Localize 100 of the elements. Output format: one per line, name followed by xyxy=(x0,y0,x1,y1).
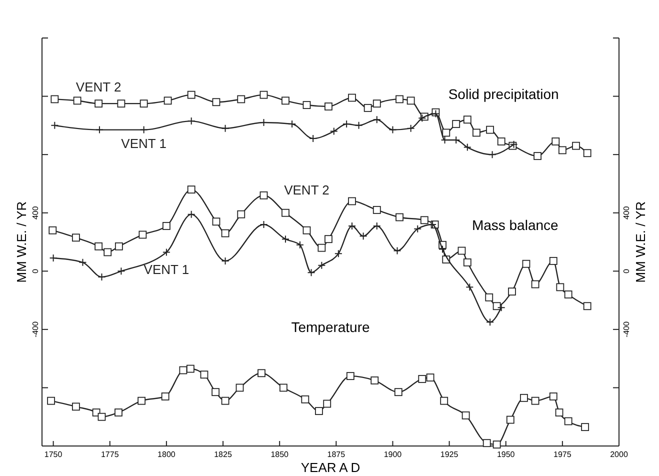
point xyxy=(555,408,564,416)
series-label: VENT 2 xyxy=(284,182,330,198)
point xyxy=(50,95,59,104)
point xyxy=(212,218,220,226)
point xyxy=(323,400,332,408)
annotation: Solid precipitation xyxy=(448,86,559,102)
annotation: Mass balance xyxy=(472,216,559,233)
point xyxy=(140,100,148,108)
point xyxy=(330,127,338,136)
point xyxy=(260,191,268,200)
point xyxy=(72,234,80,242)
point xyxy=(237,95,246,104)
point xyxy=(258,369,266,378)
point xyxy=(302,226,311,234)
point xyxy=(396,95,404,104)
point xyxy=(558,146,566,154)
point xyxy=(95,126,104,134)
point xyxy=(117,100,126,108)
point xyxy=(50,121,59,130)
point xyxy=(324,235,332,244)
point xyxy=(549,256,558,265)
point xyxy=(114,242,123,250)
series-label: VENT 1 xyxy=(144,262,190,278)
point xyxy=(94,242,103,250)
point xyxy=(442,128,450,137)
series-label: VENT 2 xyxy=(76,80,122,95)
point xyxy=(564,290,572,298)
point xyxy=(348,222,356,230)
y-axis-title: MM W.E. / YR xyxy=(14,201,29,283)
point xyxy=(520,394,528,402)
x-tick-label: 1875 xyxy=(327,450,346,459)
y2-tick-label: -400 xyxy=(622,320,631,338)
point xyxy=(463,258,472,266)
point xyxy=(138,396,146,405)
series-label: VENT 1 xyxy=(121,136,166,151)
point xyxy=(472,128,480,137)
point xyxy=(164,96,172,105)
point xyxy=(162,248,170,256)
point xyxy=(466,283,474,292)
point xyxy=(162,222,170,230)
point xyxy=(140,126,148,134)
point xyxy=(452,120,460,128)
point xyxy=(418,375,426,383)
point xyxy=(187,186,196,194)
point xyxy=(394,388,402,396)
point xyxy=(47,396,55,405)
point xyxy=(260,90,268,99)
point xyxy=(72,402,80,411)
point xyxy=(420,216,428,224)
point xyxy=(488,150,496,159)
point xyxy=(370,376,379,384)
point xyxy=(212,388,220,396)
point xyxy=(318,244,326,252)
point xyxy=(138,230,147,239)
point xyxy=(440,396,448,405)
point xyxy=(301,395,310,404)
point xyxy=(114,408,122,416)
point xyxy=(508,288,516,296)
point xyxy=(179,366,188,374)
point xyxy=(73,96,82,105)
point xyxy=(572,142,580,150)
point xyxy=(221,124,230,132)
point xyxy=(48,226,57,234)
y2-axis-title: MM W.E. / YR xyxy=(633,201,648,283)
point xyxy=(296,240,304,249)
point xyxy=(104,248,112,256)
point xyxy=(281,235,290,244)
point xyxy=(364,104,372,112)
point xyxy=(463,116,472,124)
point xyxy=(49,254,58,262)
point xyxy=(161,392,170,400)
x-tick-label: 1800 xyxy=(158,450,176,459)
point xyxy=(583,149,592,158)
y-tick-label: -400 xyxy=(31,320,40,338)
point xyxy=(406,124,415,132)
point xyxy=(372,222,381,230)
point xyxy=(372,100,381,108)
x-tick-label: 1950 xyxy=(496,450,516,459)
point xyxy=(221,229,230,238)
point xyxy=(288,120,296,128)
x-tick-label: 1750 xyxy=(44,450,63,459)
point xyxy=(534,152,542,160)
point xyxy=(486,126,494,134)
x-tick-label: 1900 xyxy=(384,450,402,459)
point xyxy=(492,440,501,448)
point xyxy=(200,370,208,379)
y-tick-label: 0 xyxy=(31,268,40,274)
point xyxy=(531,396,540,405)
point xyxy=(388,126,397,134)
point xyxy=(309,134,318,143)
point xyxy=(506,416,514,424)
point xyxy=(212,98,220,106)
y-tick-label: 400 xyxy=(31,206,40,220)
point xyxy=(324,102,332,110)
point xyxy=(94,100,103,108)
point xyxy=(583,302,592,310)
point xyxy=(348,197,356,206)
point xyxy=(438,245,447,254)
point xyxy=(98,412,106,421)
x-tick-label: 1825 xyxy=(214,450,232,459)
